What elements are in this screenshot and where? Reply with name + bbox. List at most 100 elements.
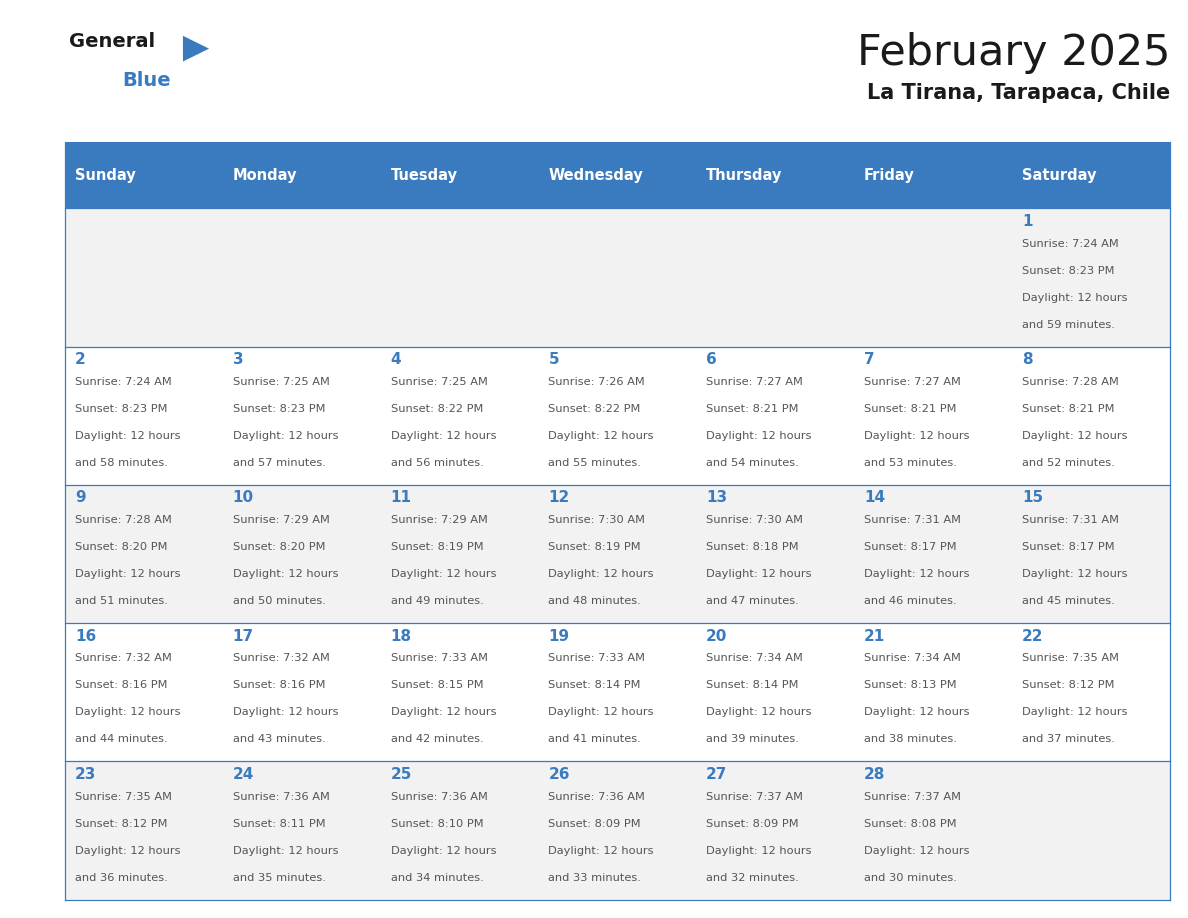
Bar <box>65 347 1170 485</box>
Text: 20: 20 <box>706 629 727 644</box>
Text: 6: 6 <box>706 353 716 367</box>
Text: Sunset: 8:21 PM: Sunset: 8:21 PM <box>706 404 798 414</box>
Bar <box>381 142 539 208</box>
Text: 9: 9 <box>75 490 86 506</box>
Bar <box>854 142 1012 208</box>
Text: and 39 minutes.: and 39 minutes. <box>706 734 800 744</box>
Text: Sunset: 8:23 PM: Sunset: 8:23 PM <box>75 404 168 414</box>
Text: 24: 24 <box>233 767 254 782</box>
Text: and 33 minutes.: and 33 minutes. <box>549 873 642 882</box>
Text: Sunset: 8:23 PM: Sunset: 8:23 PM <box>233 404 326 414</box>
Text: Sunrise: 7:36 AM: Sunrise: 7:36 AM <box>233 791 329 801</box>
Text: Daylight: 12 hours: Daylight: 12 hours <box>233 708 339 717</box>
Text: Sunset: 8:19 PM: Sunset: 8:19 PM <box>391 543 484 552</box>
Text: Daylight: 12 hours: Daylight: 12 hours <box>1022 293 1127 303</box>
Text: Sunset: 8:11 PM: Sunset: 8:11 PM <box>233 819 326 829</box>
Text: Sunset: 8:17 PM: Sunset: 8:17 PM <box>1022 543 1114 552</box>
Text: Sunset: 8:20 PM: Sunset: 8:20 PM <box>75 543 168 552</box>
Text: Sunrise: 7:24 AM: Sunrise: 7:24 AM <box>1022 239 1119 249</box>
Text: and 36 minutes.: and 36 minutes. <box>75 873 168 882</box>
Text: Daylight: 12 hours: Daylight: 12 hours <box>233 569 339 579</box>
Text: 5: 5 <box>549 353 560 367</box>
Text: Sunrise: 7:27 AM: Sunrise: 7:27 AM <box>706 377 803 386</box>
Text: Daylight: 12 hours: Daylight: 12 hours <box>1022 708 1127 717</box>
Text: Daylight: 12 hours: Daylight: 12 hours <box>864 708 969 717</box>
Text: Sunrise: 7:29 AM: Sunrise: 7:29 AM <box>391 515 487 525</box>
Text: Sunrise: 7:30 AM: Sunrise: 7:30 AM <box>549 515 645 525</box>
Bar <box>223 142 381 208</box>
Text: Sunset: 8:10 PM: Sunset: 8:10 PM <box>391 819 484 829</box>
Text: Sunset: 8:12 PM: Sunset: 8:12 PM <box>75 819 168 829</box>
Text: Daylight: 12 hours: Daylight: 12 hours <box>75 569 181 579</box>
Text: Sunrise: 7:34 AM: Sunrise: 7:34 AM <box>706 654 803 664</box>
Text: and 30 minutes.: and 30 minutes. <box>864 873 956 882</box>
Text: Sunday: Sunday <box>75 168 135 183</box>
Text: Sunset: 8:22 PM: Sunset: 8:22 PM <box>549 404 640 414</box>
Text: Sunset: 8:12 PM: Sunset: 8:12 PM <box>1022 680 1114 690</box>
Text: 3: 3 <box>233 353 244 367</box>
Text: Sunset: 8:20 PM: Sunset: 8:20 PM <box>233 543 326 552</box>
Text: Sunrise: 7:37 AM: Sunrise: 7:37 AM <box>864 791 961 801</box>
Text: 1: 1 <box>1022 214 1032 229</box>
Text: Sunset: 8:14 PM: Sunset: 8:14 PM <box>549 680 640 690</box>
Text: 16: 16 <box>75 629 96 644</box>
Text: Daylight: 12 hours: Daylight: 12 hours <box>549 845 653 856</box>
Text: Blue: Blue <box>122 71 171 90</box>
Text: 25: 25 <box>391 767 412 782</box>
Text: 18: 18 <box>391 629 411 644</box>
Text: and 58 minutes.: and 58 minutes. <box>75 458 168 468</box>
Text: Sunrise: 7:25 AM: Sunrise: 7:25 AM <box>391 377 487 386</box>
Text: and 41 minutes.: and 41 minutes. <box>549 734 642 744</box>
Text: and 54 minutes.: and 54 minutes. <box>706 458 800 468</box>
Text: Daylight: 12 hours: Daylight: 12 hours <box>706 708 811 717</box>
Text: Sunset: 8:09 PM: Sunset: 8:09 PM <box>706 819 798 829</box>
Polygon shape <box>183 36 209 62</box>
Text: Sunrise: 7:33 AM: Sunrise: 7:33 AM <box>391 654 487 664</box>
Text: Sunset: 8:16 PM: Sunset: 8:16 PM <box>75 680 168 690</box>
Text: Daylight: 12 hours: Daylight: 12 hours <box>391 845 497 856</box>
Text: 26: 26 <box>549 767 570 782</box>
Text: Sunrise: 7:27 AM: Sunrise: 7:27 AM <box>864 377 961 386</box>
Text: Sunrise: 7:26 AM: Sunrise: 7:26 AM <box>549 377 645 386</box>
Bar <box>65 485 1170 623</box>
Text: Sunset: 8:08 PM: Sunset: 8:08 PM <box>864 819 956 829</box>
Text: and 43 minutes.: and 43 minutes. <box>233 734 326 744</box>
Text: Daylight: 12 hours: Daylight: 12 hours <box>706 431 811 441</box>
Bar <box>65 208 1170 347</box>
Text: Sunset: 8:21 PM: Sunset: 8:21 PM <box>864 404 956 414</box>
Text: Sunrise: 7:36 AM: Sunrise: 7:36 AM <box>391 791 487 801</box>
Text: Sunset: 8:23 PM: Sunset: 8:23 PM <box>1022 265 1114 275</box>
Bar <box>65 623 1170 761</box>
Text: Sunset: 8:13 PM: Sunset: 8:13 PM <box>864 680 956 690</box>
Text: and 38 minutes.: and 38 minutes. <box>864 734 956 744</box>
Text: 8: 8 <box>1022 353 1032 367</box>
Text: Sunset: 8:18 PM: Sunset: 8:18 PM <box>706 543 798 552</box>
Text: 27: 27 <box>706 767 727 782</box>
Text: 21: 21 <box>864 629 885 644</box>
Bar <box>696 142 854 208</box>
Text: Sunset: 8:22 PM: Sunset: 8:22 PM <box>391 404 482 414</box>
Text: and 46 minutes.: and 46 minutes. <box>864 596 956 606</box>
Text: Daylight: 12 hours: Daylight: 12 hours <box>75 845 181 856</box>
Text: 23: 23 <box>75 767 96 782</box>
Text: Sunrise: 7:35 AM: Sunrise: 7:35 AM <box>1022 654 1119 664</box>
Text: February 2025: February 2025 <box>857 32 1170 74</box>
Text: Sunset: 8:21 PM: Sunset: 8:21 PM <box>1022 404 1114 414</box>
Text: Daylight: 12 hours: Daylight: 12 hours <box>233 845 339 856</box>
Text: and 47 minutes.: and 47 minutes. <box>706 596 800 606</box>
Text: Daylight: 12 hours: Daylight: 12 hours <box>391 431 497 441</box>
Text: Daylight: 12 hours: Daylight: 12 hours <box>864 845 969 856</box>
Text: Sunrise: 7:31 AM: Sunrise: 7:31 AM <box>864 515 961 525</box>
Text: Sunset: 8:19 PM: Sunset: 8:19 PM <box>549 543 642 552</box>
Text: Sunrise: 7:31 AM: Sunrise: 7:31 AM <box>1022 515 1119 525</box>
Text: Daylight: 12 hours: Daylight: 12 hours <box>75 431 181 441</box>
Text: Friday: Friday <box>864 168 915 183</box>
Text: Monday: Monday <box>233 168 297 183</box>
Text: and 53 minutes.: and 53 minutes. <box>864 458 956 468</box>
Text: Sunrise: 7:28 AM: Sunrise: 7:28 AM <box>75 515 172 525</box>
Text: and 56 minutes.: and 56 minutes. <box>391 458 484 468</box>
Text: and 44 minutes.: and 44 minutes. <box>75 734 168 744</box>
Text: Sunrise: 7:35 AM: Sunrise: 7:35 AM <box>75 791 172 801</box>
Bar <box>539 142 696 208</box>
Text: 12: 12 <box>549 490 569 506</box>
